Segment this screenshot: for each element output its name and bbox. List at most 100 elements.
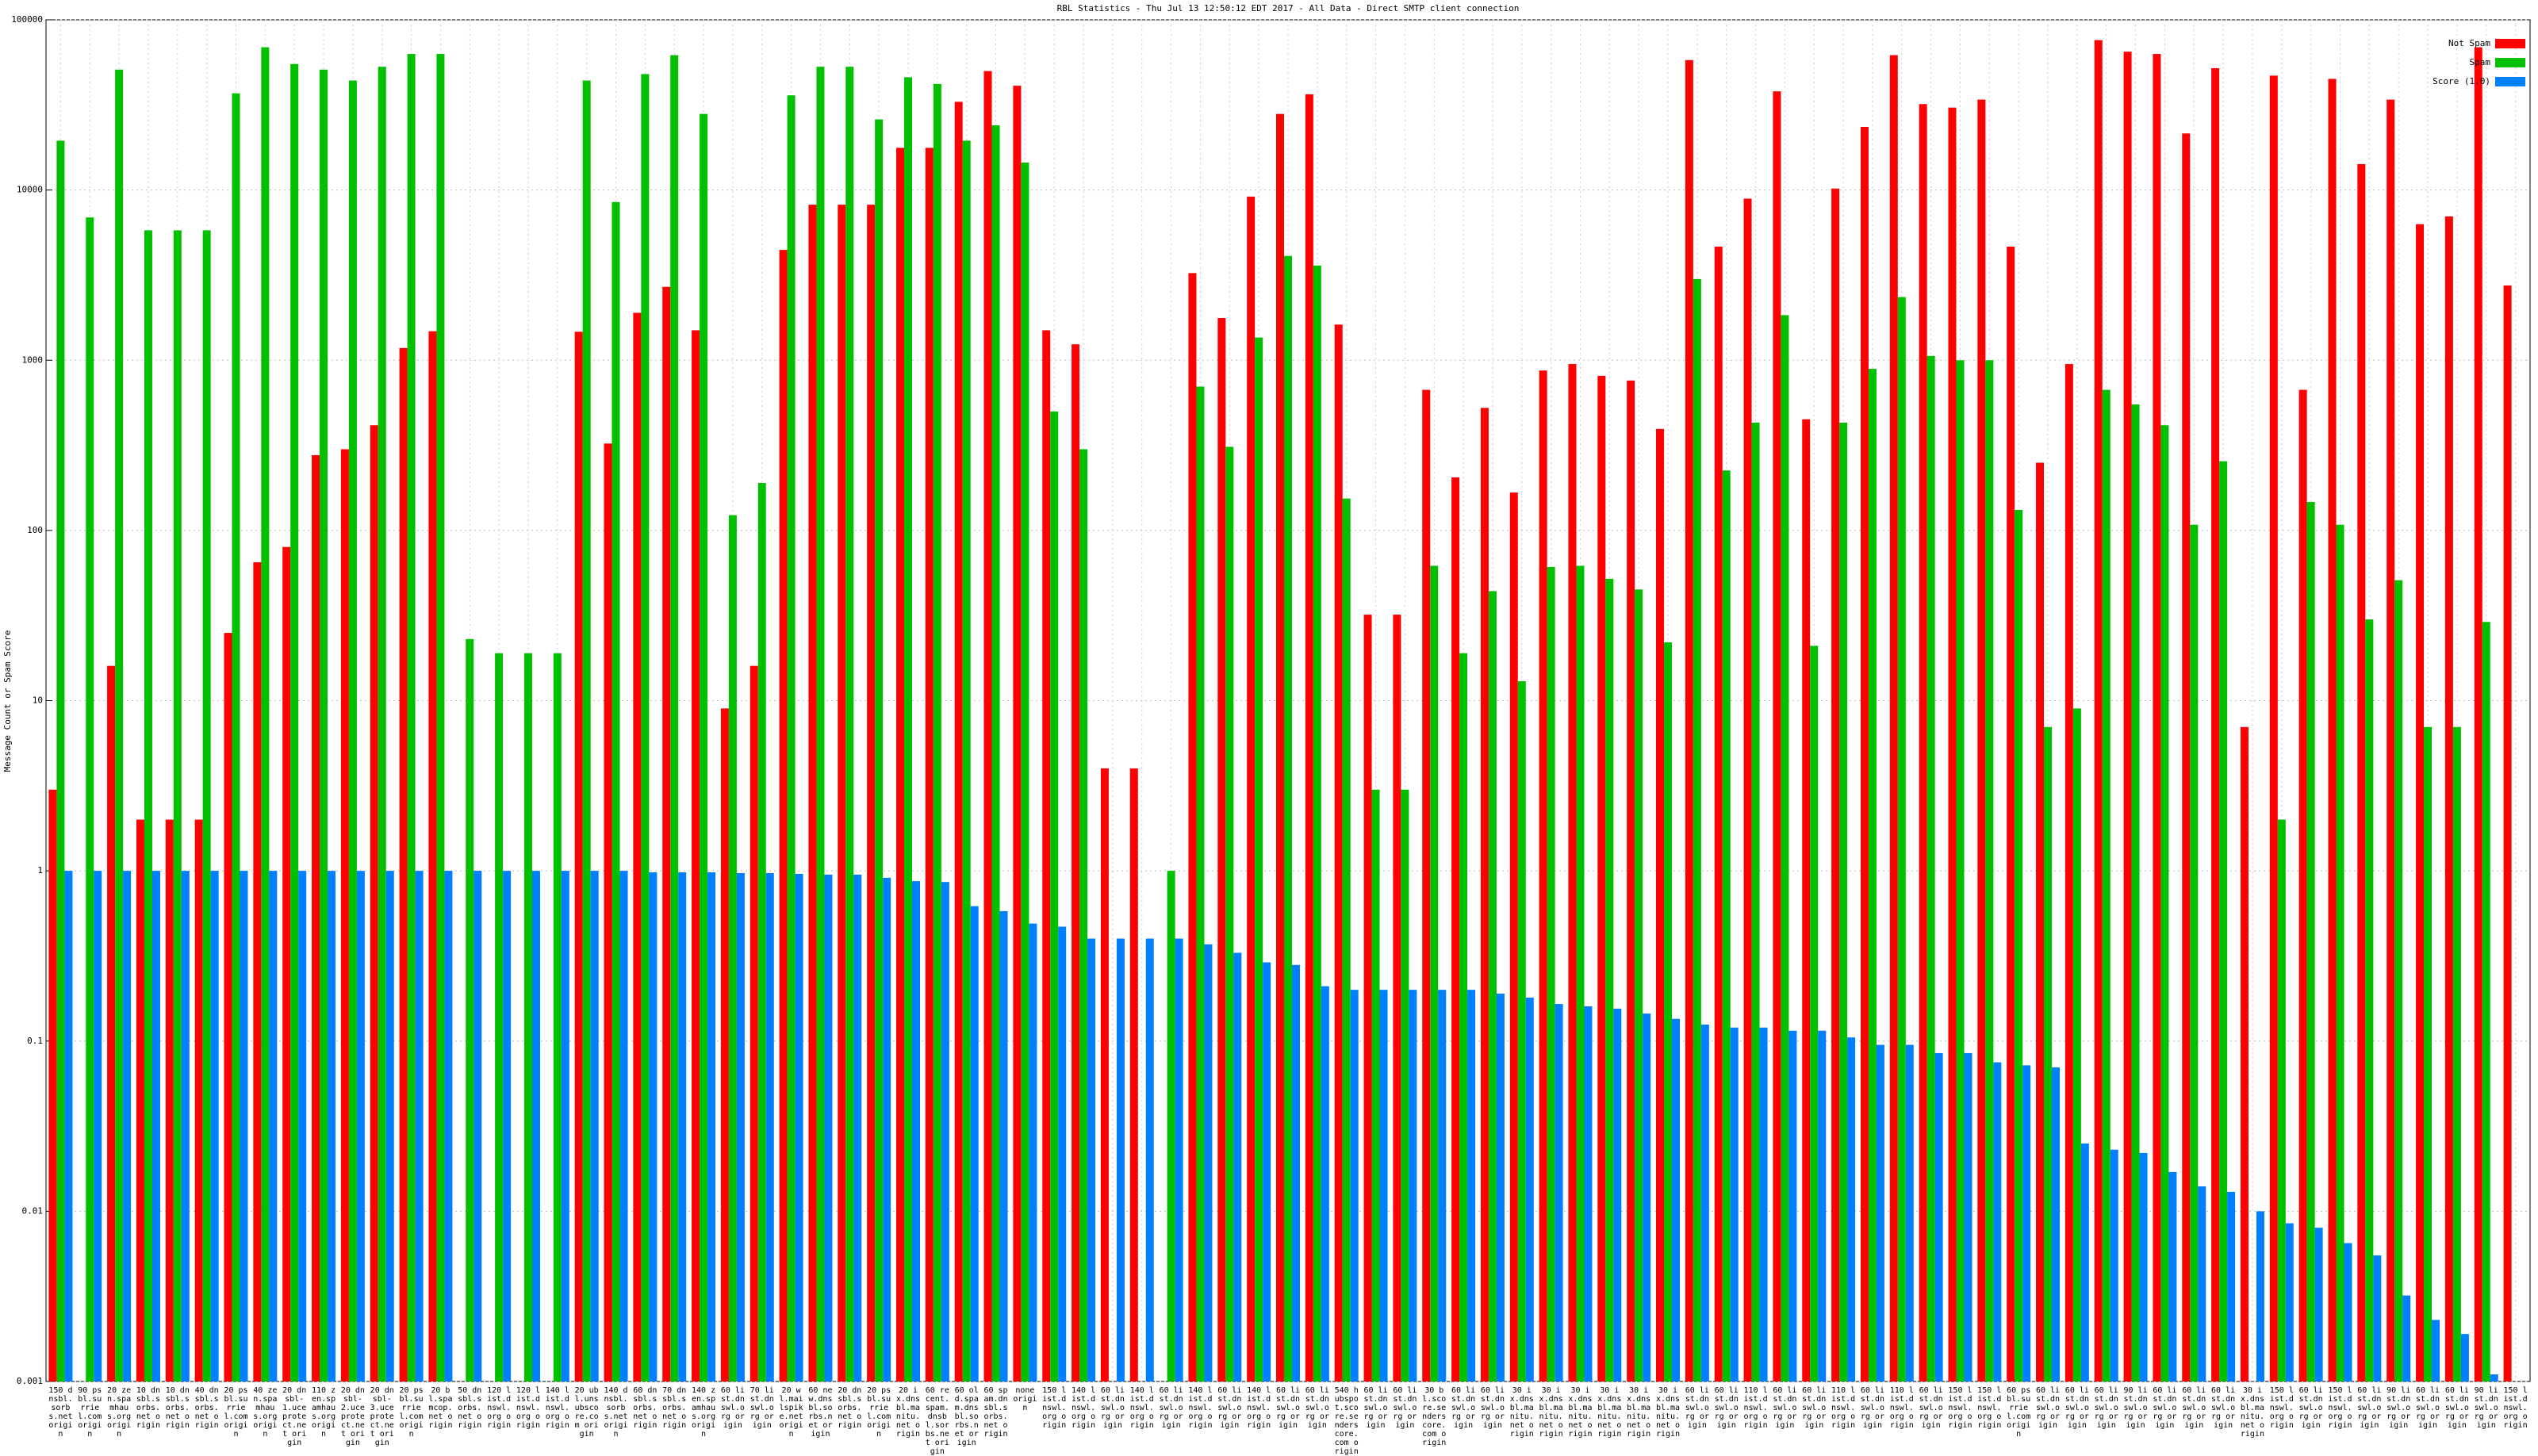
bar [941, 882, 949, 1381]
bar [2444, 216, 2453, 1381]
bar [1627, 380, 1635, 1382]
bar [2036, 462, 2045, 1382]
bar [2080, 1143, 2089, 1381]
x-tick-label: 140 dnsbl.sorbs.net origin [604, 1386, 628, 1439]
bar [1985, 360, 1994, 1381]
x-tick-label: 40 dnsbl.sorbs.net origin [194, 1386, 219, 1430]
x-tick-label: 70 list.dnswl.org origin [750, 1386, 774, 1430]
bar [1509, 492, 1518, 1381]
bar [1042, 330, 1051, 1381]
bar [173, 230, 182, 1381]
bar [787, 95, 796, 1382]
y-tick-label: 1 [37, 865, 43, 876]
bar [641, 74, 650, 1382]
bar [261, 47, 270, 1381]
bar [2131, 404, 2140, 1382]
bar [495, 653, 504, 1381]
bar [611, 201, 620, 1382]
x-tick-label: 20 wl.mailspike.net origin [779, 1386, 803, 1439]
bar [1977, 99, 1986, 1381]
bar [838, 205, 846, 1382]
x-tick-label: 20 dnsbl-3.uceprotect.net origin [370, 1386, 394, 1447]
bar [1788, 1030, 1797, 1381]
bar [2256, 1211, 2264, 1381]
bar [1656, 428, 1665, 1381]
legend-label: Spam [2470, 57, 2491, 67]
bar [436, 54, 445, 1382]
x-tick-label: 150 list.dnswl.org origin [2503, 1386, 2528, 1430]
bar [56, 140, 65, 1381]
bar [428, 331, 437, 1382]
bar [1934, 1052, 1943, 1381]
bar [1430, 565, 1439, 1382]
bar [224, 633, 232, 1381]
bar [1802, 419, 1811, 1382]
bar [320, 69, 328, 1382]
bar [808, 205, 817, 1382]
bar [933, 83, 941, 1382]
bar [2160, 425, 2169, 1381]
bar [574, 331, 583, 1382]
bar [2022, 1065, 2031, 1381]
x-tick-label: 60 list.dnswl.org origin [1802, 1386, 1827, 1430]
legend-label: Score (1.0) [2433, 76, 2490, 86]
bar [181, 871, 190, 1381]
bar [1013, 86, 1022, 1382]
x-tick-label: 140 list.dnswl.org origin [1129, 1386, 1154, 1430]
bar [779, 250, 788, 1382]
x-tick-label: 20 psbl.surriel.com origin [224, 1386, 248, 1439]
bar [1525, 997, 1534, 1381]
bar [853, 874, 862, 1381]
bar [1188, 273, 1197, 1382]
bar [1284, 255, 1292, 1382]
x-tick-label: 20 ubl.unsubscore.com origin [574, 1386, 599, 1439]
x-tick-label: 90 list.dnswl.org origin [2123, 1386, 2148, 1430]
bar [1672, 1018, 1681, 1381]
bar [253, 562, 262, 1381]
bar [2490, 1374, 2498, 1381]
y-tick-label: 0.1 [27, 1036, 43, 1046]
bar [765, 872, 774, 1381]
x-tick-label: 60 list.dnswl.org origin [1393, 1386, 1417, 1430]
legend-label: Not Spam [2448, 38, 2490, 48]
bar [2044, 726, 2053, 1381]
bar [1371, 789, 1380, 1381]
bar [1743, 198, 1752, 1381]
bar [370, 425, 378, 1381]
x-tick-label: 30 ix.dnsbl.manitu.net origin [1597, 1386, 1622, 1439]
bar [1100, 768, 1109, 1381]
bar [210, 871, 219, 1381]
x-tick-label: 60 new.dnsbl.sorbs.net origin [808, 1386, 833, 1439]
bar [2198, 1186, 2206, 1381]
x-tick-label: 140 list.dnswl.org origin [545, 1386, 569, 1430]
bar [2007, 246, 2015, 1381]
bar [1196, 386, 1205, 1381]
bar [678, 872, 687, 1381]
bar [2298, 389, 2307, 1381]
bar [816, 67, 825, 1382]
bar [991, 125, 1000, 1381]
bar [1292, 964, 1300, 1381]
x-tick-label: 60 list.dnswl.org origin [1451, 1386, 1476, 1430]
x-tick-label: 60 old.spam.dnsbl.sorbs.net origin [954, 1386, 979, 1447]
x-tick-label: 30 ix.dnsbl.manitu.net origin [2240, 1386, 2264, 1439]
x-tick-label: 60 list.dnswl.org origin [2065, 1386, 2089, 1430]
bar [2190, 524, 2199, 1381]
x-tick-label: 20 ix.dnsbl.manitu.net origin [895, 1386, 921, 1439]
x-tick-label: 60 list.dnswl.org origin [1685, 1386, 1709, 1430]
x-tick-label: 140 list.dnswl.org origin [1247, 1386, 1271, 1430]
bar [2015, 509, 2023, 1381]
bar [86, 217, 94, 1381]
x-tick-label: 30 ix.dnsbl.manitu.net origin [1627, 1386, 1651, 1439]
x-tick-label: 540 hubspot.score.senderscore.com origin [1334, 1386, 1359, 1456]
bar [144, 230, 152, 1381]
y-tick-label: 10000 [17, 185, 43, 195]
bar [1517, 681, 1526, 1381]
bar [999, 910, 1008, 1381]
bar [2357, 163, 2366, 1382]
bar [1576, 565, 1585, 1382]
bar [1664, 642, 1673, 1381]
x-tick-label: 60 list.dnswl.org origin [2444, 1386, 2469, 1430]
bar [795, 873, 803, 1381]
